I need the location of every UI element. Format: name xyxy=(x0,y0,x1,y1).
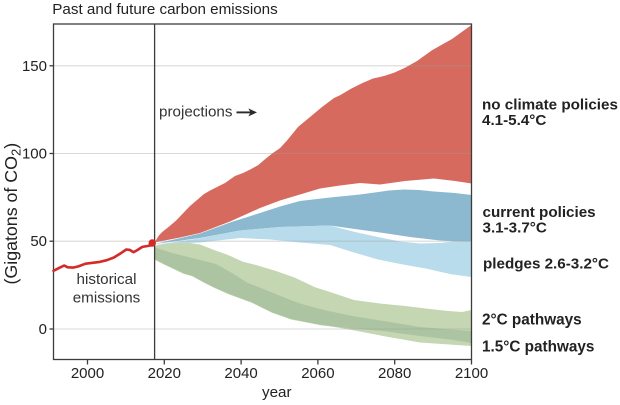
svg-text:projections: projections xyxy=(159,103,233,120)
svg-text:year: year xyxy=(262,384,292,401)
svg-text:2°C pathways: 2°C pathways xyxy=(482,312,582,329)
svg-text:50: 50 xyxy=(30,233,47,250)
svg-text:Past and future carbon emissio: Past and future carbon emissions xyxy=(52,1,278,18)
svg-text:2080: 2080 xyxy=(378,365,411,382)
svg-text:100: 100 xyxy=(22,146,47,163)
svg-text:emissions: emissions xyxy=(73,290,141,307)
svg-text:2060: 2060 xyxy=(301,365,334,382)
svg-text:2020: 2020 xyxy=(148,365,181,382)
svg-text:150: 150 xyxy=(22,58,47,75)
svg-text:0: 0 xyxy=(39,321,47,338)
svg-text:current policies: current policies xyxy=(483,204,596,221)
svg-text:historical: historical xyxy=(77,271,137,288)
svg-text:(Gigatons of CO2): (Gigatons of CO2) xyxy=(1,143,24,285)
svg-text:4.1-5.4°C: 4.1-5.4°C xyxy=(482,112,546,129)
svg-text:3.1-3.7°C: 3.1-3.7°C xyxy=(483,219,547,236)
svg-text:2100: 2100 xyxy=(455,365,488,382)
svg-text:1.5°C pathways: 1.5°C pathways xyxy=(482,339,594,356)
svg-text:pledges 2.6-3.2°C: pledges 2.6-3.2°C xyxy=(483,256,609,273)
svg-text:2040: 2040 xyxy=(224,365,257,382)
svg-text:2000: 2000 xyxy=(71,365,104,382)
svg-text:no climate policies: no climate policies xyxy=(482,97,618,114)
